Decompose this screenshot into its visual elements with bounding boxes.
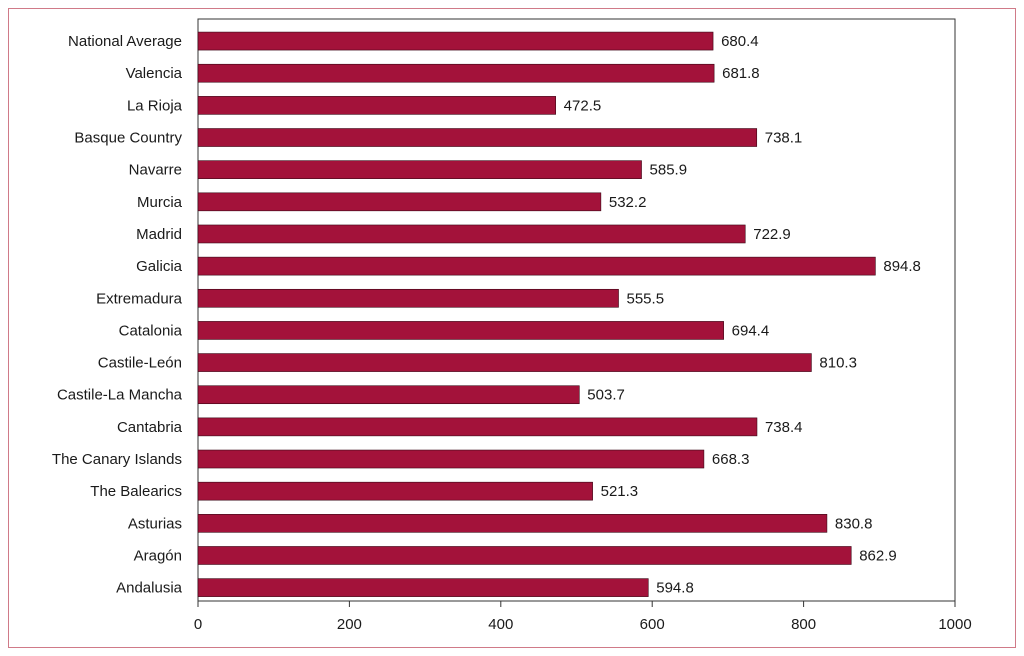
value-label: 681.8 (722, 65, 760, 82)
value-label: 810.3 (819, 355, 857, 372)
category-label: Basque Country (74, 130, 182, 147)
value-label: 894.8 (883, 258, 921, 275)
category-label: Murcia (137, 194, 183, 211)
bar (197, 288, 619, 308)
bar (197, 63, 715, 83)
bar (197, 96, 556, 115)
category-label: Castile-La Mancha (57, 387, 183, 404)
x-tick-label: 1000 (938, 616, 971, 633)
bar (197, 481, 593, 501)
category-label: Asturias (128, 515, 182, 532)
bar (197, 192, 602, 212)
value-label: 680.4 (721, 33, 759, 50)
bar (197, 385, 580, 405)
value-label: 694.4 (732, 322, 770, 339)
value-label: 862.9 (859, 547, 897, 564)
category-label: Galicia (136, 258, 183, 275)
x-axis: 0 200 400 600 800 1000 (194, 601, 972, 633)
value-label: 722.9 (753, 226, 791, 243)
bar-chart: National Average 680.4 Valencia 681.8 La Rio… (52, 18, 972, 633)
x-tick-label: 400 (488, 616, 513, 633)
value-label: 585.9 (650, 162, 688, 179)
x-tick-label: 800 (791, 616, 816, 633)
x-tick-label: 600 (640, 616, 665, 633)
bar (197, 353, 812, 372)
value-label: 738.4 (765, 419, 803, 436)
category-label: Madrid (136, 226, 182, 243)
category-label: La Rioja (127, 97, 183, 114)
category-label: Catalonia (119, 322, 183, 339)
bar (197, 449, 705, 469)
category-label: National Average (68, 33, 182, 50)
value-label: 521.3 (601, 483, 639, 500)
category-label: Valencia (126, 65, 183, 82)
plot-area (197, 18, 956, 602)
value-label: 594.8 (656, 580, 694, 597)
value-label: 555.5 (627, 290, 665, 307)
value-label: 830.8 (835, 515, 873, 532)
category-label: The Canary Islands (52, 451, 182, 468)
category-label: Castile-León (98, 355, 182, 372)
bar (197, 578, 649, 597)
bar (197, 514, 828, 533)
category-label: Cantabria (117, 419, 183, 436)
bar (197, 160, 642, 179)
category-label: The Balearics (90, 483, 182, 500)
bar (197, 224, 746, 244)
bar (197, 417, 758, 437)
category-label: Extremadura (96, 290, 183, 307)
value-label: 738.1 (765, 130, 803, 147)
bar (197, 256, 876, 276)
category-label: Aragón (134, 547, 182, 564)
value-label: 532.2 (609, 194, 647, 211)
bar (197, 31, 714, 51)
x-tick-label: 0 (194, 616, 202, 633)
category-label: Navarre (129, 162, 182, 179)
x-tick-label: 200 (337, 616, 362, 633)
value-label: 503.7 (587, 387, 625, 404)
bar (197, 128, 758, 147)
value-label: 472.5 (564, 97, 602, 114)
bar (197, 321, 724, 340)
chart-frame: National Average 680.4 Valencia 681.8 La Rio… (8, 8, 1016, 648)
bar (197, 546, 852, 565)
category-label: Andalusia (116, 580, 183, 597)
bars-group: National Average 680.4 Valencia 681.8 La Rio… (52, 31, 921, 597)
value-label: 668.3 (712, 451, 750, 468)
